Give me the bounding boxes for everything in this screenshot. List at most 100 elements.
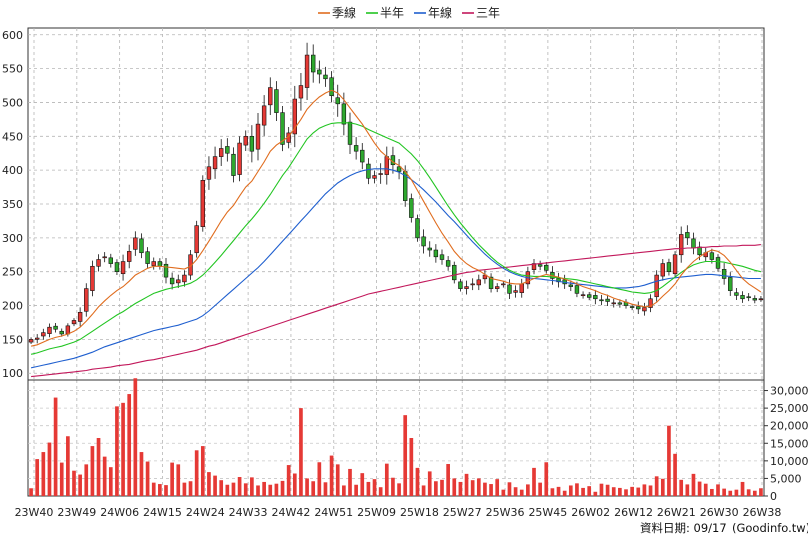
x-tick-label: 23W49	[57, 506, 96, 519]
volume-bar	[618, 487, 622, 496]
candle-body	[721, 269, 727, 279]
volume-bar	[194, 450, 199, 496]
candle-body	[513, 290, 518, 293]
candle-body	[685, 232, 690, 239]
x-tick-label: 24W15	[143, 506, 182, 519]
volume-bar	[384, 463, 389, 496]
volume-bar	[286, 465, 291, 496]
volume-bar	[427, 471, 432, 496]
volume-bar	[464, 473, 469, 496]
candle-body	[163, 263, 169, 278]
volume-bar	[452, 478, 457, 496]
volume-bar	[630, 486, 634, 496]
candle-body	[280, 112, 285, 145]
volume-bar	[213, 475, 217, 496]
volume-bar	[348, 468, 352, 496]
volume-bar	[317, 462, 322, 496]
price-y-tick-label: 500	[2, 96, 23, 109]
legend-label: 季線	[332, 5, 356, 20]
candle-body	[501, 283, 506, 286]
candle-body	[200, 180, 206, 227]
ma-year-line	[30, 168, 761, 369]
candle-body	[169, 277, 175, 285]
volume-bar	[219, 480, 224, 496]
candle-body	[255, 123, 261, 150]
candle-body	[384, 156, 390, 175]
volume-bar	[250, 477, 254, 496]
candle-body	[617, 302, 623, 305]
legend-label: 年線	[428, 5, 452, 20]
candle-body	[715, 257, 721, 269]
volume-bar	[366, 481, 371, 496]
candle-body	[752, 298, 758, 301]
volume-bar	[176, 464, 181, 496]
volume-bar	[262, 481, 266, 496]
candle-body	[678, 234, 684, 256]
volume-bar	[660, 478, 665, 496]
volume-bar	[556, 486, 561, 496]
candle-body	[231, 153, 236, 176]
x-tick-label: 26W12	[614, 506, 653, 519]
x-tick-label: 26W02	[571, 506, 610, 519]
volume-bar	[605, 484, 610, 496]
candle-body	[47, 326, 52, 334]
volume-bar	[102, 456, 107, 496]
volume-bar	[495, 479, 500, 496]
candle-body	[476, 279, 482, 286]
volume-bar	[654, 476, 659, 496]
candle-body	[65, 325, 71, 335]
volume-bar	[243, 483, 248, 496]
candle-body	[415, 218, 420, 239]
ma-3year-line	[31, 244, 761, 378]
volume-bar	[691, 473, 696, 496]
volume-bar	[642, 484, 647, 496]
volume-bar	[532, 467, 536, 496]
volume-bar	[231, 482, 236, 496]
candle-body	[568, 284, 574, 287]
volume-bar	[513, 487, 518, 496]
legend: 季線 半年 年線 三年	[318, 5, 500, 20]
x-tick-label: 25W27	[443, 506, 482, 519]
candle-body	[396, 166, 402, 172]
data-date-label: 資料日期: 09/17	[640, 521, 727, 535]
volume-bar	[335, 464, 340, 496]
candle-body	[206, 166, 212, 180]
candle-body	[114, 262, 120, 272]
source-label: (Goodinfo.tw)	[732, 521, 808, 535]
candle-body	[458, 281, 463, 289]
volume-bar	[562, 490, 567, 496]
volume-bar	[593, 491, 598, 496]
candle-body	[341, 103, 347, 125]
candle-body	[310, 54, 316, 73]
volume-bar	[342, 485, 346, 496]
volume-bar	[667, 425, 671, 496]
candle-body	[108, 257, 114, 264]
volume-bar	[587, 486, 592, 496]
candle-body	[225, 146, 230, 154]
x-tick-label: 24W33	[229, 506, 268, 519]
volume-bar	[697, 481, 702, 496]
volume-bar	[544, 462, 549, 496]
legend-label: 三年	[476, 6, 500, 20]
candle-body	[139, 238, 144, 254]
candle-body	[353, 145, 359, 152]
x-tick-label: 25W45	[528, 506, 567, 519]
volume-bar	[421, 485, 426, 496]
candle-body	[268, 87, 273, 106]
candle-body	[218, 148, 224, 157]
candle-body	[660, 263, 666, 277]
volume-bar	[403, 415, 408, 496]
candle-body	[740, 295, 745, 300]
x-tick-label: 24W51	[314, 506, 353, 519]
volume-bar	[599, 483, 604, 496]
volume-y-tick-label: 15,000	[770, 437, 808, 450]
volume-bar	[483, 482, 487, 496]
candle-body	[586, 294, 592, 298]
candle-body	[464, 286, 469, 289]
candle-body	[71, 320, 77, 325]
x-tick-label: 25W18	[400, 506, 439, 519]
volume-bar	[90, 446, 95, 496]
candle-body	[59, 330, 64, 335]
x-tick-label: 26W30	[700, 506, 739, 519]
